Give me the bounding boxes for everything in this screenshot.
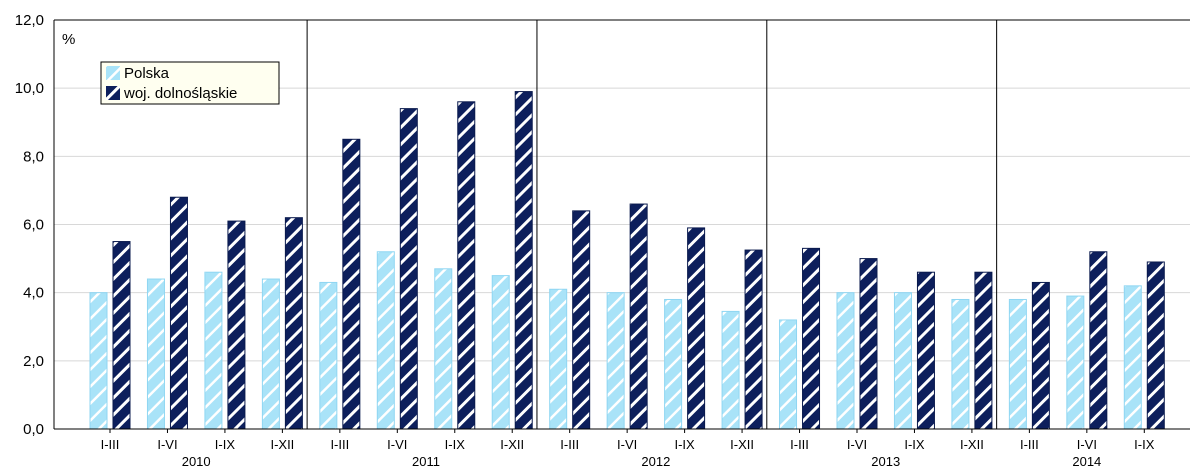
- x-tick-labels: I-III I-VI I-IX I-XII I-III I-VI I-IX I-XII I-II…: [101, 437, 1155, 452]
- legend-swatch-polska: [106, 66, 120, 80]
- bar-dolnoslaskie: [169, 196, 188, 430]
- y-tick-label: 8,0: [23, 148, 44, 165]
- x-tick-label: I-III: [1020, 437, 1039, 452]
- y-tick-label: 0,0: [23, 421, 44, 438]
- bar-dolnoslaskie: [1031, 281, 1050, 430]
- bar-dolnoslaskie: [1146, 261, 1165, 430]
- bar-dolnoslaskie: [859, 258, 878, 430]
- bar-polska: [89, 292, 108, 430]
- bar-polska: [1066, 295, 1085, 430]
- year-label: 2012: [641, 454, 670, 469]
- x-tick-label: I-XII: [270, 437, 294, 452]
- y-tick-label: 6,0: [23, 217, 44, 234]
- bar-dolnoslaskie: [284, 217, 303, 430]
- bar-dolnoslaskie: [1089, 251, 1108, 430]
- x-tick-label: I-VI: [847, 437, 867, 452]
- x-tick-label: I-VI: [157, 437, 177, 452]
- bar-polska: [319, 281, 338, 430]
- x-tick-label: I-III: [790, 437, 809, 452]
- bar-dolnoslaskie: [802, 247, 821, 430]
- year-label: 2010: [182, 454, 211, 469]
- y-tick-label: 2,0: [23, 353, 44, 370]
- x-tick-label: I-VI: [387, 437, 407, 452]
- x-tick-label: I-III: [101, 437, 120, 452]
- bar-polska: [606, 292, 625, 430]
- bar-polska: [549, 288, 568, 430]
- legend-box: [100, 61, 280, 105]
- legend-label-dolnoslaskie: woj. dolnośląskie: [123, 85, 237, 102]
- x-tick-label: I-XII: [500, 437, 524, 452]
- bar-polska: [434, 268, 453, 430]
- year-labels: 2010 2011 2012 2013 2014: [182, 454, 1102, 469]
- y-tick-label: 10,0: [15, 80, 44, 97]
- axes: [53, 19, 1190, 433]
- bar-dolnoslaskie: [974, 271, 993, 430]
- x-tick-label: I-XII: [730, 437, 754, 452]
- year-label: 2013: [871, 454, 900, 469]
- bar-dolnoslaskie: [572, 210, 591, 430]
- x-tick-label: I-III: [560, 437, 579, 452]
- bar-dolnoslaskie: [457, 101, 476, 430]
- year-separators: [306, 20, 998, 429]
- bar-polska: [1008, 298, 1027, 430]
- bar-dolnoslaskie: [916, 271, 935, 430]
- bar-polska: [1123, 285, 1142, 430]
- bar-dolnoslaskie: [227, 220, 246, 430]
- bars: [89, 91, 1165, 430]
- bar-polska: [204, 271, 223, 430]
- y-tick-labels: 0,0 2,0 4,0 6,0 8,0 10,0 12,0: [15, 12, 44, 438]
- bar-dolnoslaskie: [342, 138, 361, 430]
- bar-polska: [836, 292, 855, 430]
- bar-polska: [491, 275, 510, 430]
- bar-polska: [261, 278, 280, 430]
- bar-dolnoslaskie: [629, 203, 648, 430]
- y-unit-label: %: [62, 31, 75, 48]
- bar-dolnoslaskie: [687, 227, 706, 430]
- bar-polska: [721, 310, 740, 430]
- year-label: 2011: [412, 454, 440, 469]
- x-tick-label: I-III: [330, 437, 349, 452]
- x-tick-label: I-VI: [617, 437, 637, 452]
- x-tick-label: I-VI: [1077, 437, 1097, 452]
- x-tick-label: I-IX: [1134, 437, 1155, 452]
- bar-dolnoslaskie: [399, 108, 418, 430]
- x-tick-label: I-IX: [215, 437, 236, 452]
- x-tick-label: I-XII: [960, 437, 984, 452]
- bar-polska: [779, 319, 798, 430]
- x-tick-label: I-IX: [445, 437, 466, 452]
- bar-polska: [951, 298, 970, 430]
- legend: Polska woj. dolnośląskie: [100, 61, 280, 105]
- x-tick-label: I-IX: [674, 437, 695, 452]
- bar-polska: [664, 298, 683, 430]
- x-tick-label: I-IX: [904, 437, 925, 452]
- year-label: 2014: [1072, 454, 1101, 469]
- y-tick-label: 12,0: [15, 12, 44, 29]
- bar-polska: [893, 292, 912, 430]
- legend-swatch-dolnoslaskie: [106, 86, 120, 100]
- bar-dolnoslaskie: [112, 241, 131, 430]
- bar-dolnoslaskie: [744, 249, 763, 430]
- bar-polska: [376, 251, 395, 430]
- bar-dolnoslaskie: [514, 91, 533, 430]
- legend-label-polska: Polska: [124, 65, 170, 82]
- y-tick-label: 4,0: [23, 285, 44, 302]
- bar-polska: [146, 278, 165, 430]
